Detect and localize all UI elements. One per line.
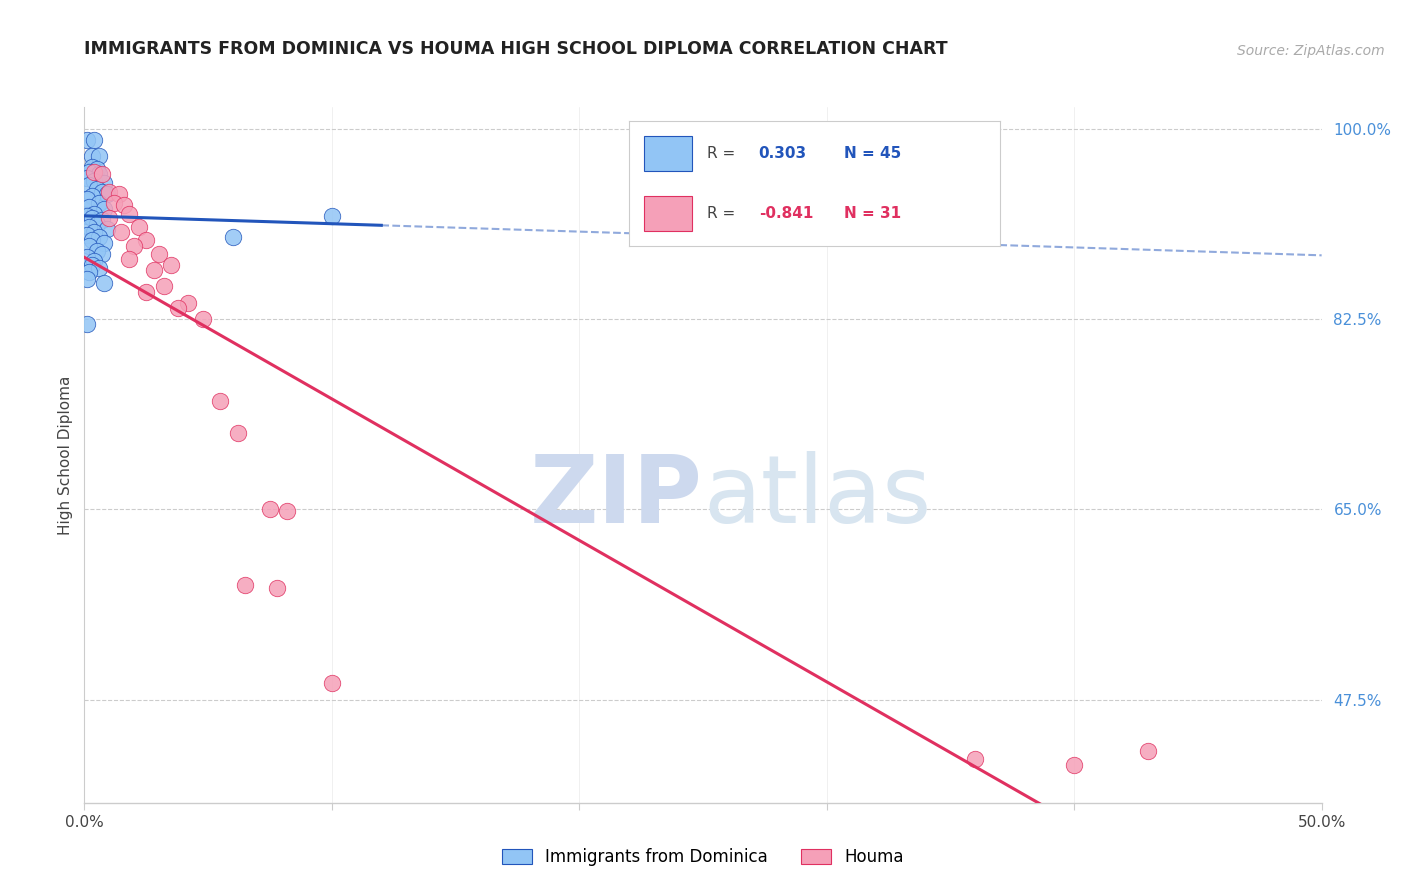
- Point: [76, 250, 98, 264]
- Point: [76, 193, 98, 207]
- Point: [89, 260, 111, 275]
- Point: [76, 209, 98, 223]
- Point: [1137, 744, 1160, 758]
- Text: IMMIGRANTS FROM DOMINICA VS HOUMA HIGH SCHOOL DIPLOMA CORRELATION CHART: IMMIGRANTS FROM DOMINICA VS HOUMA HIGH S…: [84, 40, 948, 58]
- Point: [209, 393, 232, 408]
- Point: [80, 258, 103, 272]
- Point: [160, 258, 183, 272]
- Point: [152, 279, 174, 293]
- Point: [83, 254, 105, 268]
- Point: [135, 285, 157, 299]
- Point: [965, 752, 987, 766]
- Point: [79, 165, 101, 179]
- Point: [83, 206, 105, 220]
- Point: [83, 225, 105, 239]
- Point: [89, 168, 111, 182]
- Point: [80, 211, 103, 225]
- Point: [79, 265, 101, 279]
- Point: [96, 187, 118, 202]
- Point: [93, 276, 115, 290]
- Point: [276, 504, 298, 518]
- Point: [191, 312, 214, 326]
- Point: [86, 218, 108, 232]
- Point: [83, 165, 105, 179]
- Point: [76, 272, 98, 286]
- Point: [128, 219, 150, 234]
- Point: [76, 133, 98, 147]
- Point: [93, 202, 115, 217]
- Point: [89, 149, 111, 163]
- Point: [79, 239, 101, 253]
- Point: [76, 170, 98, 185]
- Y-axis label: High School Diploma: High School Diploma: [58, 376, 73, 534]
- Point: [76, 318, 98, 332]
- Point: [122, 239, 145, 253]
- Point: [83, 133, 105, 147]
- Point: [80, 189, 103, 203]
- Point: [90, 247, 112, 261]
- Point: [76, 228, 98, 243]
- Point: [321, 676, 343, 690]
- Point: [90, 213, 112, 227]
- Point: [90, 168, 112, 182]
- Point: [135, 233, 157, 247]
- Point: [79, 219, 101, 234]
- Point: [167, 301, 190, 315]
- Point: [1063, 757, 1085, 772]
- Text: atlas: atlas: [703, 450, 931, 542]
- Point: [79, 200, 101, 214]
- Point: [98, 211, 121, 225]
- Point: [266, 581, 288, 595]
- Point: [80, 160, 103, 174]
- Point: [110, 225, 132, 239]
- Point: [86, 181, 108, 195]
- Point: [233, 578, 256, 592]
- Point: [93, 176, 115, 190]
- Point: [90, 185, 112, 199]
- Point: [96, 222, 118, 236]
- Point: [142, 263, 165, 277]
- Point: [80, 149, 103, 163]
- Point: [89, 195, 111, 210]
- Point: [86, 244, 108, 258]
- Point: [79, 178, 101, 193]
- Legend: Immigrants from Dominica, Houma: Immigrants from Dominica, Houma: [494, 840, 912, 875]
- Point: [226, 426, 249, 441]
- Text: ZIP: ZIP: [530, 450, 703, 542]
- Point: [83, 174, 105, 188]
- Point: [177, 295, 200, 310]
- Point: [118, 206, 141, 220]
- Point: [86, 161, 108, 176]
- Point: [112, 198, 135, 212]
- Point: [321, 209, 343, 223]
- Point: [93, 235, 115, 250]
- Text: Source: ZipAtlas.com: Source: ZipAtlas.com: [1237, 44, 1385, 58]
- Point: [118, 252, 141, 267]
- Point: [108, 187, 131, 202]
- Point: [80, 233, 103, 247]
- Point: [103, 195, 125, 210]
- Point: [98, 185, 121, 199]
- Point: [222, 230, 245, 244]
- Point: [148, 247, 170, 261]
- Point: [259, 502, 281, 516]
- Point: [89, 230, 111, 244]
